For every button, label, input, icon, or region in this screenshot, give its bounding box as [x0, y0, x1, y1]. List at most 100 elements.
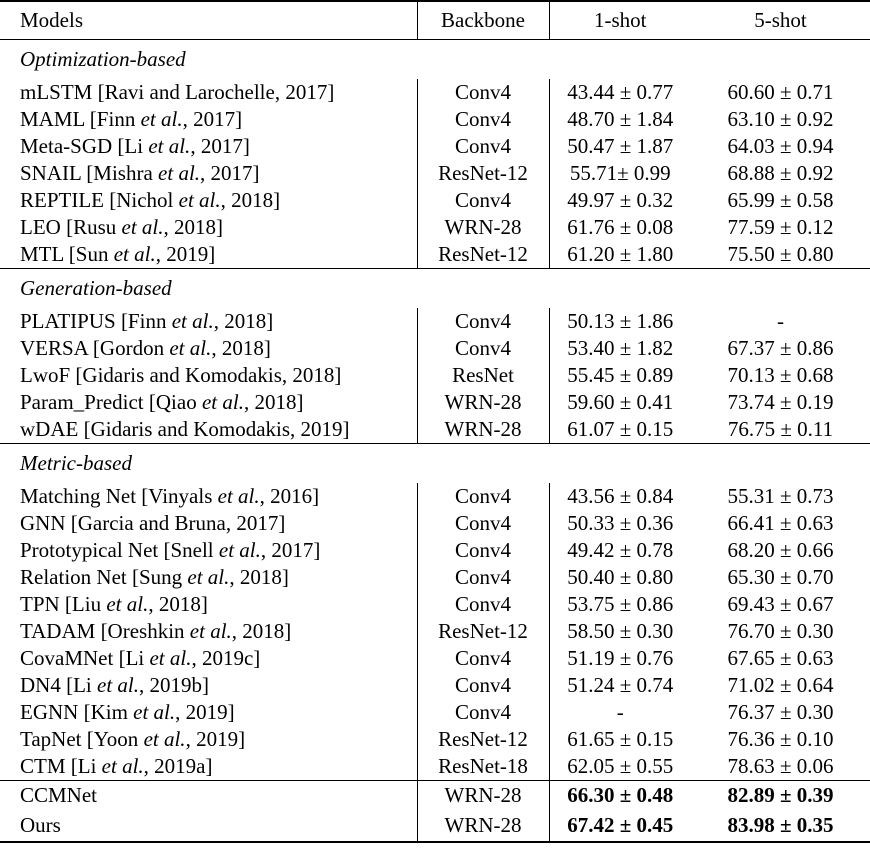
one-shot-value: 50.33 ± 0.36 [567, 510, 674, 535]
backbone-value: WRN-28 [416, 779, 550, 811]
etal-italic: et al. [148, 133, 191, 158]
col-header-models: Models [0, 1, 417, 40]
table-row: MTL [Sun et al., 2019] ResNet-12 61.20 ± 1… [0, 241, 870, 268]
five-shot-value: 75.50 ± 0.80 [727, 241, 834, 266]
five-shot-value: 68.88 ± 0.92 [727, 160, 834, 185]
five-shot-value: 76.37 ± 0.30 [727, 699, 834, 724]
five-shot-value: 78.63 ± 0.06 [727, 753, 834, 778]
model-name: TADAM [Oreshkin et al., 2018] [20, 618, 292, 643]
five-shot-value: 76.75 ± 0.11 [727, 416, 834, 441]
table-row: DN4 [Li et al., 2019b] Conv4 51.24 ± 0.74 7… [0, 672, 870, 699]
table-row: mLSTM [Ravi and Larochelle, 2017] Conv4 43… [0, 79, 870, 106]
col-header-backbone: Backbone [416, 1, 550, 40]
one-shot-value: 58.50 ± 0.30 [567, 618, 674, 643]
table-row: VERSA [Gordon et al., 2018] Conv4 53.40 ± … [0, 335, 870, 362]
col-header-1shot: 1-shot [549, 1, 691, 40]
one-shot-value: 61.07 ± 0.15 [567, 416, 674, 441]
model-name: TPN [Liu et al., 2018] [20, 591, 208, 616]
one-shot-value: 62.05 ± 0.55 [567, 753, 674, 778]
one-shot-value: 53.40 ± 1.82 [567, 335, 674, 360]
model-name: wDAE [Gidaris and Komodakis, 2019] [20, 416, 350, 441]
one-shot-value: 49.42 ± 0.78 [567, 537, 674, 562]
backbone-value: ResNet-12 [416, 160, 550, 187]
section-row: Optimization-based [0, 38, 870, 79]
five-shot-value: 73.74 ± 0.19 [727, 389, 834, 414]
five-shot-value: 71.02 ± 0.64 [727, 672, 834, 697]
model-name: LwoF [Gidaris and Komodakis, 2018] [20, 362, 342, 387]
five-shot-value: 82.89 ± 0.39 [691, 779, 870, 811]
one-shot-value: 49.97 ± 0.32 [567, 187, 674, 212]
five-shot-value: 67.37 ± 0.86 [727, 335, 834, 360]
model-name: Meta-SGD [Li et al., 2017] [20, 133, 250, 158]
backbone-value: Conv4 [416, 79, 550, 106]
model-name: MTL [Sun et al., 2019] [20, 241, 216, 266]
etal-italic: et al. [113, 241, 156, 266]
section-label: Optimization-based [0, 38, 870, 79]
one-shot-value: 51.19 ± 0.76 [567, 645, 674, 670]
model-name: GNN [Garcia and Bruna, 2017] [20, 510, 286, 535]
table-row: TPN [Liu et al., 2018] Conv4 53.75 ± 0.86 6… [0, 591, 870, 618]
five-shot-value: 60.60 ± 0.71 [727, 79, 834, 104]
one-shot-value: 50.40 ± 0.80 [567, 564, 674, 589]
backbone-value: WRN-28 [416, 416, 550, 443]
one-shot-value: 59.60 ± 0.41 [567, 389, 674, 414]
one-shot-value: 55.71± 0.99 [569, 160, 671, 185]
backbone-value: Conv4 [416, 106, 550, 133]
one-shot-value: 66.30 ± 0.48 [549, 779, 691, 811]
table-header: Models Backbone 1-shot 5-shot [0, 1, 870, 40]
backbone-value: Conv4 [416, 645, 550, 672]
one-shot-value: 67.42 ± 0.45 [567, 813, 674, 838]
backbone-value: Conv4 [416, 672, 550, 699]
etal-italic: et al. [169, 335, 212, 360]
table-body: Optimization-based mLSTM [Ravi and Laroch… [0, 38, 870, 842]
backbone-value: Conv4 [416, 308, 550, 335]
backbone-value: Conv4 [416, 537, 550, 564]
one-shot-value: 61.65 ± 0.15 [567, 726, 674, 751]
one-shot-value: 48.70 ± 1.84 [567, 106, 674, 131]
backbone-value: Conv4 [416, 699, 550, 726]
five-shot-value: 65.30 ± 0.70 [727, 564, 834, 589]
model-name: EGNN [Kim et al., 2019] [20, 699, 235, 724]
backbone-value: ResNet-18 [416, 753, 550, 780]
table-row: Meta-SGD [Li et al., 2017] Conv4 50.47 ± 1… [0, 133, 870, 160]
backbone-value: WRN-28 [416, 811, 550, 842]
one-shot-value: 43.44 ± 0.77 [567, 79, 674, 104]
five-shot-value: 67.65 ± 0.63 [727, 645, 834, 670]
model-name: VERSA [Gordon et al., 2018] [20, 335, 271, 360]
backbone-value: ResNet-12 [416, 726, 550, 753]
table-row: CCMNet WRN-28 66.30 ± 0.48 82.89 ± 0.39 [0, 779, 870, 811]
one-shot-value: - [616, 699, 624, 724]
table-row: Prototypical Net [Snell et al., 2017] Con… [0, 537, 870, 564]
table-row: TADAM [Oreshkin et al., 2018] ResNet-12 58… [0, 618, 870, 645]
backbone-value: Conv4 [416, 564, 550, 591]
table-row: LwoF [Gidaris and Komodakis, 2018] ResNet… [0, 362, 870, 389]
table-row: TapNet [Yoon et al., 2019] ResNet-12 61.65… [0, 726, 870, 753]
backbone-value: Conv4 [416, 591, 550, 618]
etal-italic: et al. [106, 591, 149, 616]
backbone-value: WRN-28 [416, 389, 550, 416]
five-shot-value: 83.98 ± 0.35 [727, 813, 834, 838]
table-row: PLATIPUS [Finn et al., 2018] Conv4 50.13 ±… [0, 308, 870, 335]
backbone-value: ResNet [416, 362, 550, 389]
table-row: CovaMNet [Li et al., 2019c] Conv4 51.19 ± … [0, 645, 870, 672]
model-name: Matching Net [Vinyals et al., 2016] [20, 483, 320, 508]
etal-italic: et al. [218, 537, 261, 562]
table-row: EGNN [Kim et al., 2019] Conv4 - 76.37 ± 0.3… [0, 699, 870, 726]
col-header-5shot: 5-shot [691, 1, 870, 40]
five-shot-value: 65.99 ± 0.58 [727, 187, 834, 212]
model-name: Prototypical Net [Snell et al., 2017] [20, 537, 321, 562]
table-row: SNAIL [Mishra et al., 2017] ResNet-12 55.7… [0, 160, 870, 187]
etal-italic: et al. [158, 160, 201, 185]
etal-italic: et al. [189, 618, 232, 643]
etal-italic: et al. [101, 753, 144, 778]
five-shot-value: 68.20 ± 0.66 [727, 537, 834, 562]
etal-italic: et al. [149, 645, 192, 670]
etal-italic: et al. [217, 483, 260, 508]
table-row: REPTILE [Nichol et al., 2018] Conv4 49.97 … [0, 187, 870, 214]
one-shot-value: 55.45 ± 0.89 [567, 362, 674, 387]
backbone-value: ResNet-12 [416, 241, 550, 268]
one-shot-value: 61.20 ± 1.80 [567, 241, 674, 266]
section-row: Metric-based [0, 442, 870, 483]
table-row: LEO [Rusu et al., 2018] WRN-28 61.76 ± 0.0… [0, 214, 870, 241]
etal-italic: et al. [97, 672, 139, 697]
